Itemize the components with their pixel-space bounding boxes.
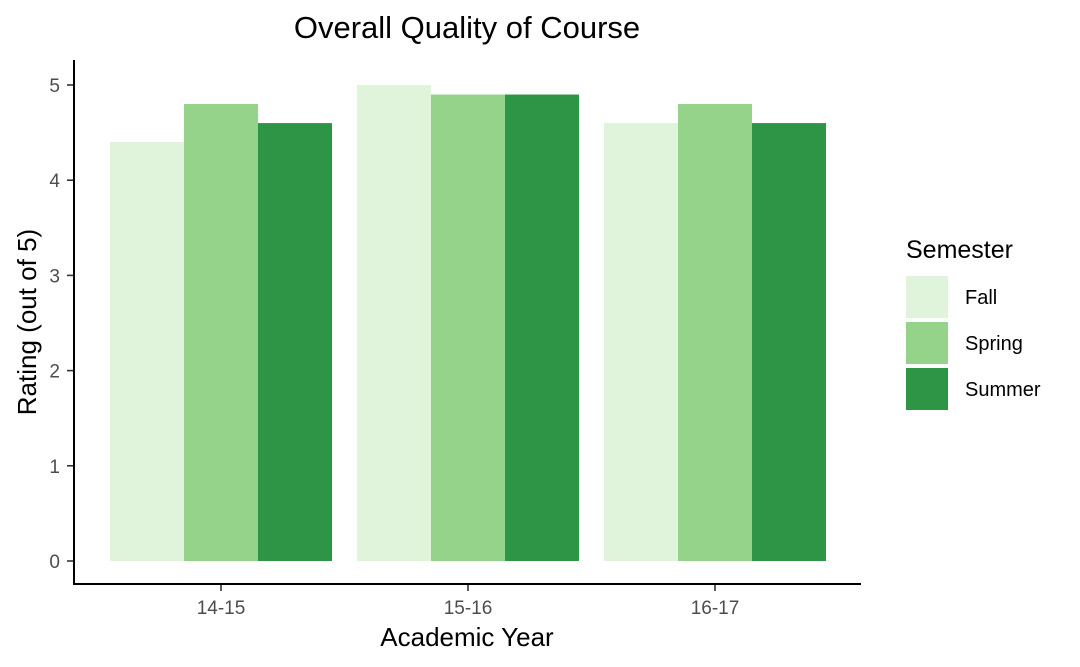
bar-summer-15-16 [505, 94, 579, 562]
y-tick-label: 5 [49, 76, 60, 97]
bar-summer-16-17 [752, 123, 826, 561]
legend-key-spring [906, 322, 948, 364]
y-tick-label: 3 [49, 266, 60, 287]
bar-spring-16-17 [678, 104, 752, 561]
bar-summer-14-15 [258, 123, 332, 561]
legend-label-summer: Summer [965, 379, 1041, 401]
bar-fall-15-16 [357, 85, 431, 561]
x-tick-label: 14-15 [197, 598, 246, 619]
bar-spring-15-16 [431, 94, 505, 562]
y-axis-ticks: 0 1 2 3 4 5 [49, 76, 74, 573]
bar-fall-14-15 [110, 142, 184, 561]
legend-title: Semester [906, 236, 1013, 264]
y-tick-label: 4 [49, 171, 60, 192]
x-tick-label: 15-16 [444, 598, 493, 619]
bars-layer [110, 85, 826, 562]
legend-label-spring: Spring [965, 333, 1023, 355]
legend-key-fall [906, 276, 948, 318]
y-tick-label: 0 [49, 552, 60, 573]
x-axis-title: Academic Year [380, 622, 554, 652]
bar-spring-14-15 [184, 104, 258, 561]
y-tick-label: 1 [49, 457, 60, 478]
x-tick-label: 16-17 [691, 598, 740, 619]
x-axis-ticks: 14-15 15-16 16-17 [197, 584, 740, 619]
y-axis-title: Rating (out of 5) [12, 229, 42, 415]
bar-fall-16-17 [604, 123, 678, 561]
chart-title: Overall Quality of Course [294, 10, 640, 45]
legend: Semester Fall Spring Summer [906, 236, 1041, 410]
y-tick-label: 2 [49, 362, 60, 383]
legend-items: Fall Spring Summer [906, 276, 1041, 410]
legend-key-summer [906, 368, 948, 410]
legend-label-fall: Fall [965, 287, 997, 309]
